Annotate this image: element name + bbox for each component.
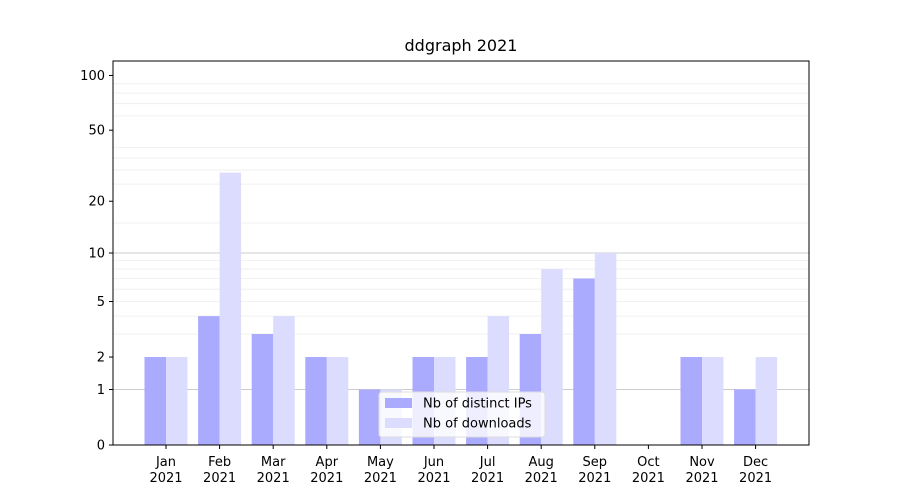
bar-downloads — [702, 357, 724, 445]
x-tick-label-year: 2021 — [632, 471, 665, 486]
legend-swatch — [385, 418, 412, 428]
x-tick-label-month: Feb — [208, 455, 231, 470]
bar-downloads — [541, 269, 563, 445]
x-tick-label-month: Oct — [637, 455, 659, 470]
x-tick-label-year: 2021 — [739, 471, 772, 486]
bar-distinct-ips — [358, 389, 381, 445]
x-tick-label-month: Jun — [423, 455, 444, 470]
x-axis-ticks: Jan2021Feb2021Mar2021Apr2021May2021Jun20… — [149, 445, 772, 486]
legend-box — [378, 391, 546, 438]
x-tick-label-month: Sep — [583, 455, 608, 470]
legend: Nb of distinct IPs Nb of downloads — [378, 391, 546, 438]
legend-swatch — [385, 398, 412, 408]
x-tick-label-month: Jan — [155, 455, 176, 470]
y-tick-label: 1 — [97, 383, 105, 398]
x-tick-label-month: Dec — [743, 455, 768, 470]
y-axis-ticks: 0 1 2 5 10 20 50 100 — [80, 69, 113, 454]
y-tick-label: 20 — [88, 195, 105, 210]
x-tick-label-month: Aug — [529, 455, 554, 470]
bar-distinct-ips — [680, 357, 702, 445]
bar-distinct-ips — [198, 316, 220, 445]
x-tick-label-year: 2021 — [257, 471, 290, 486]
x-tick-label-year: 2021 — [471, 471, 504, 486]
x-tick-label-year: 2021 — [525, 471, 558, 486]
y-tick-label: 50 — [88, 124, 105, 139]
bar-downloads — [594, 253, 617, 445]
x-tick-label-year: 2021 — [203, 471, 236, 486]
bar-distinct-ips — [305, 357, 327, 445]
legend-label: Nb of distinct IPs — [423, 397, 532, 412]
y-tick-label: 10 — [88, 247, 105, 262]
y-tick-label: 0 — [97, 439, 105, 454]
x-tick-label-month: Mar — [261, 455, 286, 470]
x-tick-label-month: Apr — [316, 455, 339, 470]
x-tick-label-year: 2021 — [417, 471, 450, 486]
x-tick-label-month: May — [367, 455, 394, 470]
x-tick-label-year: 2021 — [149, 471, 182, 486]
bar-distinct-ips — [144, 357, 166, 445]
x-tick-label-month: Jul — [479, 455, 496, 470]
bar-distinct-ips — [573, 278, 595, 445]
x-tick-label-year: 2021 — [310, 471, 343, 486]
legend-label: Nb of downloads — [423, 417, 532, 432]
bar-distinct-ips — [734, 389, 756, 445]
bar-distinct-ips — [251, 333, 274, 445]
bar-downloads — [755, 357, 778, 445]
bar-downloads — [219, 172, 242, 445]
x-tick-label-year: 2021 — [578, 471, 611, 486]
y-tick-label: 100 — [80, 69, 105, 84]
x-tick-label-year: 2021 — [364, 471, 397, 486]
x-tick-label-month: Nov — [689, 455, 715, 470]
bar-downloads — [326, 357, 349, 445]
x-tick-label-year: 2021 — [685, 471, 718, 486]
bar-downloads — [273, 316, 295, 445]
y-tick-label: 5 — [97, 295, 105, 310]
bar-downloads — [166, 357, 188, 445]
chart-title: ddgraph 2021 — [405, 36, 518, 55]
y-tick-label: 2 — [97, 351, 105, 366]
